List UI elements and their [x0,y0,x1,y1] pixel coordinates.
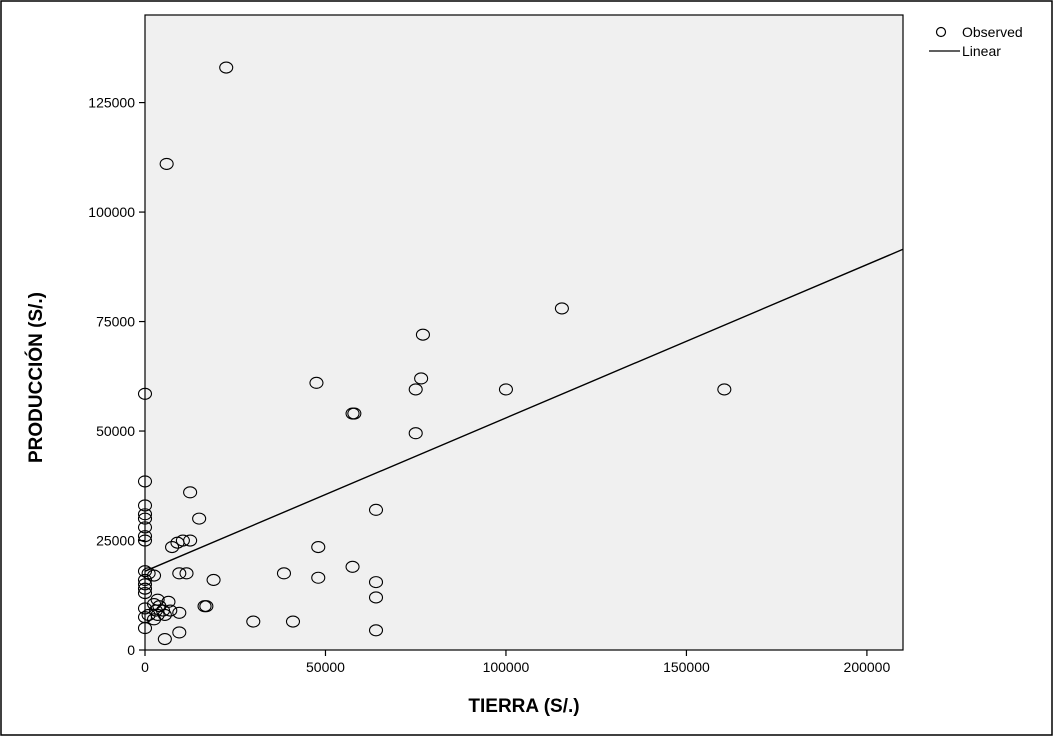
x-tick-label: 200000 [844,659,891,675]
plot-area [145,15,903,650]
legend-observed-label: Observed [962,24,1023,40]
x-tick-label: 50000 [306,659,345,675]
y-tick-label: 125000 [88,95,135,111]
y-tick-label: 50000 [96,423,135,439]
y-tick-label: 75000 [96,314,135,330]
y-tick-label: 25000 [96,533,135,549]
legend-linear-label: Linear [962,43,1001,59]
y-axis-title: PRODUCCIÓN (S/.) [25,292,47,463]
x-axis-title: TIERRA (S/.) [468,696,579,717]
y-tick-label: 100000 [88,204,135,220]
x-tick-label: 100000 [483,659,530,675]
y-tick-label: 0 [127,642,135,658]
x-tick-label: 0 [141,659,149,675]
x-tick-label: 150000 [663,659,710,675]
